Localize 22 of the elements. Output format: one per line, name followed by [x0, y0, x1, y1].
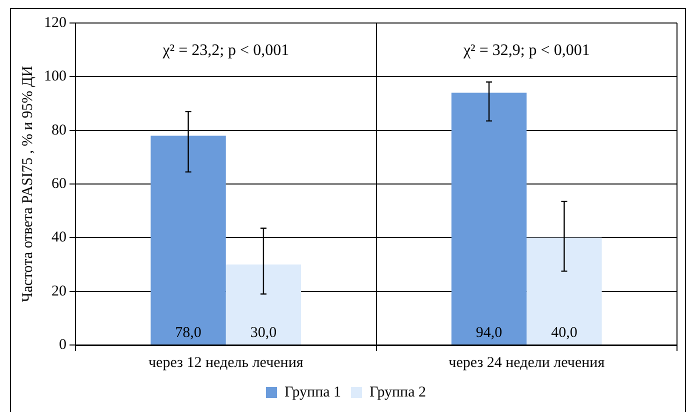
y-tick-label: 20: [52, 283, 66, 300]
bar: [150, 136, 226, 344]
y-tick-label: 60: [52, 176, 66, 192]
data-label: 30,0: [250, 325, 277, 341]
annotation: χ² = 32,9; p < 0,001: [462, 42, 590, 60]
y-tick-label: 120: [44, 14, 66, 31]
bar: [226, 264, 302, 344]
x-tick-label: через 24 недели лечения: [448, 354, 605, 371]
y-tick-label: 0: [59, 336, 66, 353]
legend-label: Группа 1: [284, 384, 342, 400]
x-tick-label: через 12 недель лечения: [148, 354, 304, 371]
annotation: χ² = 23,2; p < 0,001: [162, 42, 290, 60]
bar: [526, 238, 602, 344]
data-label: 40,0: [551, 325, 578, 341]
bar: [451, 92, 527, 344]
legend-label: Группа 2: [370, 384, 426, 400]
y-tick-label: 100: [44, 68, 66, 85]
data-label: 78,0: [175, 325, 202, 341]
data-label: 94,0: [476, 325, 502, 341]
y-tick-label: 80: [52, 122, 66, 138]
y-axis-title: Частота ответа PASI75 , % и 95% ДИ: [20, 66, 36, 302]
y-tick-label: 40: [52, 230, 66, 246]
